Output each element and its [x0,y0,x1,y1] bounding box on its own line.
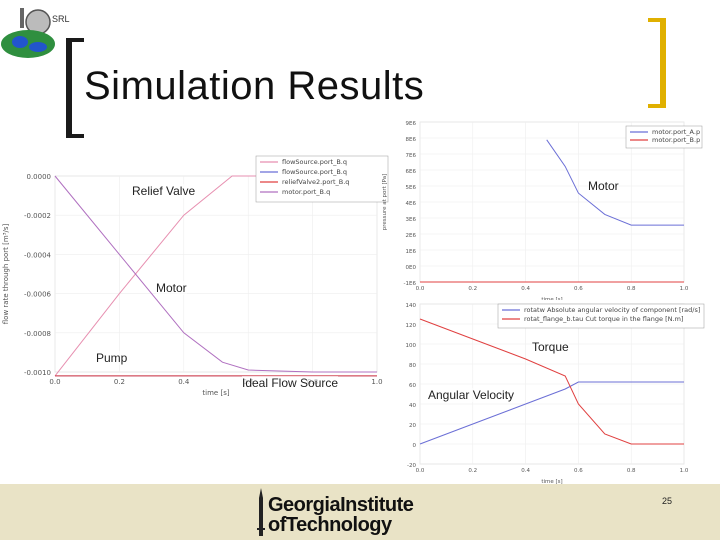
slide-title: Simulation Results [84,64,425,108]
legend-entry: rotatw Absolute angular velocity of comp… [524,306,700,314]
y-tick-label: -1E6 [404,281,417,287]
legend-entry: motor.port_B.p [652,136,700,144]
y-tick-label: 40 [409,403,416,409]
x-tick-label: 0.8 [627,286,636,292]
y-tick-label: 0E0 [406,265,417,271]
y-tick-label: -0.0002 [24,212,51,220]
footer-bar: 25 [0,484,720,540]
legend-entry: rotat_flange_b.tau Cut torque in the fla… [524,315,683,323]
x-tick-label: 1.0 [371,378,382,386]
annotation-ideal-flow-source: Ideal Flow Source [242,376,339,390]
y-tick-label: 100 [406,343,417,349]
x-tick-label: 0.4 [521,286,530,292]
series-line-1 [419,318,684,445]
x-axis-label: time [s] [541,297,562,300]
x-tick-label: 1.0 [680,468,689,474]
institution-line1: GeorgiaInstitute [268,494,414,516]
y-tick-label: 8E6 [406,137,417,143]
series-line-0 [419,381,684,445]
x-tick-label: 0.4 [521,468,530,474]
legend-box [497,303,705,329]
logo-text: SRL [52,14,70,24]
plot-area [54,175,378,373]
x-tick-label: 0.2 [468,286,477,292]
x-axis-label: time [s] [541,479,562,484]
page-number: 25 [661,496,672,506]
x-tick-label: 0.6 [574,286,583,292]
y-tick-label: 4E6 [406,201,417,207]
y-axis-label: pressure at port [Pa] [382,174,388,231]
x-tick-label: 1.0 [680,286,689,292]
legend-box [255,155,389,203]
y-tick-label: 9E6 [406,121,417,127]
y-tick-label: -0.0004 [24,251,52,259]
x-tick-label: 0.8 [627,468,636,474]
x-tick-label: 0.6 [574,468,583,474]
y-tick-label: 60 [409,383,416,389]
y-tick-label: 2E6 [406,233,417,239]
legend-entry: motor.port_A.p [652,128,700,136]
x-tick-label: 0.0 [49,378,60,386]
series-line-3 [54,175,377,373]
title-bracket-right [648,18,666,108]
y-tick-label: -0.0008 [24,330,51,338]
annotation-motor-right: Motor [588,179,619,193]
legend-entry: motor.port_B.q [282,188,330,196]
y-tick-label: 140 [406,303,417,309]
title-bracket-left [66,38,84,138]
y-tick-label: 0 [413,443,417,449]
y-tick-label: 6E6 [406,169,417,175]
y-tick-label: -20 [407,463,416,469]
annotation-torque: Torque [532,340,569,354]
legend-entry: flowSource.port_B.q [282,158,347,166]
x-tick-label: 0.0 [416,286,425,292]
y-tick-label: 3E6 [406,217,417,223]
y-axis-label: flow rate through port [m³/s] [2,223,10,324]
y-tick-label: 1E6 [406,249,417,255]
gt-tower-icon [257,488,265,536]
pressure-chart: 0.0 0.2 0.4 0.6 0.8 1.0 9E6 8E6 7E6 6E6 5E6 4E6 3E6 2… [382,121,703,300]
legend-entry: reliefValve2.port_B.q [282,178,349,186]
y-tick-label: 20 [409,423,416,429]
x-tick-label: 0.0 [416,468,425,474]
legend-entry: flowSource.port_B.q [282,168,347,176]
y-tick-label: 0.0000 [27,173,52,181]
annotation-relief-valve: Relief Valve [132,184,196,198]
y-tick-label: 120 [406,323,417,329]
institution-line2: ofTechnology [268,514,392,536]
y-tick-label: -0.0010 [24,369,51,377]
series-line-0 [546,139,684,226]
y-tick-label: -0.0006 [24,291,52,299]
annotation-pump: Pump [96,351,128,365]
y-tick-label: 5E6 [406,185,417,191]
srl-logo [1,8,55,58]
x-tick-label: 0.4 [178,378,190,386]
x-axis-label: time [s] [202,389,229,397]
annotation-angular-velocity: Angular Velocity [428,388,515,402]
y-tick-label: 7E6 [406,153,417,159]
x-tick-label: 0.2 [468,468,477,474]
y-tick-label: 80 [409,363,416,369]
annotation-motor-left: Motor [156,281,187,295]
angular-velocity-torque-chart: 0.0 0.2 0.4 0.6 0.8 1.0 140 120 100 80 60 40 20 0 -20 t… [406,303,705,484]
x-tick-label: 0.2 [114,378,125,386]
globe-icon [1,30,55,58]
